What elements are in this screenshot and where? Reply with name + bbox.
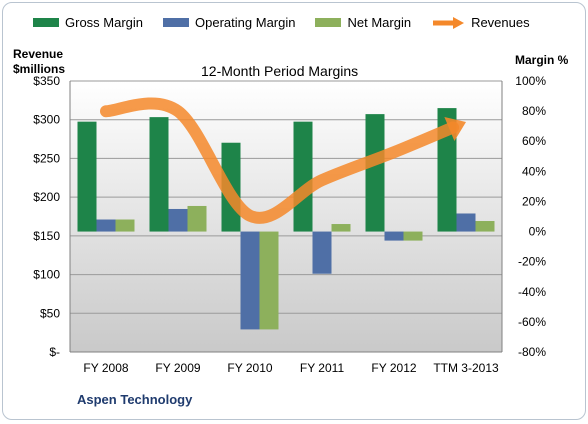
right-tick-label: -40% <box>518 285 546 299</box>
x-tick-label: FY 2009 <box>155 361 200 375</box>
right-axis-title: Margin % <box>515 53 569 67</box>
legend-gross-margin: Gross Margin <box>33 15 143 30</box>
left-tick-label: $350 <box>33 74 60 88</box>
x-tick-label: FY 2008 <box>83 361 128 375</box>
bar-net-margin <box>403 231 423 241</box>
plot-background <box>70 81 502 352</box>
left-tick-label: $300 <box>33 113 60 127</box>
left-tick-label: $250 <box>33 151 60 165</box>
bar-net-margin <box>259 231 279 330</box>
legend-label-revenues: Revenues <box>471 15 530 30</box>
legend-label-net-margin: Net Margin <box>347 15 412 30</box>
revenue-arrowhead <box>444 117 466 141</box>
bar-operating-margin <box>96 219 116 232</box>
left-tick-label: $150 <box>33 229 60 243</box>
legend-label-operating-margin: Operating Margin <box>195 15 296 30</box>
legend-swatch-operating-margin <box>163 18 190 27</box>
right-tick-label: 60% <box>522 134 546 148</box>
bar-operating-margin <box>384 231 404 241</box>
right-tick-label: -80% <box>518 345 546 359</box>
left-axis-title-line1: Revenue <box>13 47 64 61</box>
bar-operating-margin <box>456 213 476 232</box>
legend-swatch-gross-margin <box>33 18 59 27</box>
bar-net-margin <box>475 221 495 232</box>
right-tick-label: 100% <box>515 74 546 88</box>
bar-gross-margin <box>437 108 457 232</box>
bar-operating-margin <box>240 231 260 330</box>
right-tick-label: 40% <box>522 164 546 178</box>
right-tick-label: 0% <box>529 225 547 239</box>
bar-gross-margin <box>293 121 313 232</box>
bar-gross-margin <box>365 114 385 232</box>
bar-net-margin <box>331 224 351 232</box>
right-tick-label: 80% <box>522 104 546 118</box>
legend-net-margin: Net Margin <box>315 15 411 30</box>
x-tick-label: FY 2010 <box>227 361 272 375</box>
legend-arrow-icon <box>433 16 465 29</box>
bar-net-margin <box>187 205 207 232</box>
chart-legend: Gross Margin Operating Margin Net Margin… <box>33 15 550 30</box>
x-tick-label: FY 2011 <box>300 361 345 375</box>
legend-operating-margin: Operating Margin <box>163 15 295 30</box>
revenue-line <box>100 97 460 224</box>
left-axis-title: Revenue $millions <box>13 47 65 77</box>
left-tick-label: $50 <box>40 306 60 320</box>
chart-title: 12-Month Period Margins <box>201 63 359 79</box>
right-tick-label: 20% <box>522 194 546 208</box>
bar-gross-margin <box>77 121 97 232</box>
left-tick-label: $200 <box>33 190 60 204</box>
bar-operating-margin <box>168 208 188 232</box>
right-tick-label: -60% <box>518 315 546 329</box>
left-tick-label: $- <box>49 345 60 359</box>
right-tick-label: -20% <box>518 255 546 269</box>
legend-swatch-net-margin <box>315 18 342 27</box>
legend-label-gross-margin: Gross Margin <box>65 15 144 30</box>
left-tick-label: $100 <box>33 268 60 282</box>
legend-revenues: Revenues <box>431 15 530 30</box>
bar-operating-margin <box>312 231 332 274</box>
company-label: Aspen Technology <box>77 392 193 407</box>
x-tick-label: TTM 3-2013 <box>433 361 499 375</box>
left-axis-title-line2: $millions <box>13 62 66 76</box>
bar-gross-margin <box>149 117 169 232</box>
bar-net-margin <box>115 219 135 232</box>
x-tick-label: FY 2012 <box>371 361 416 375</box>
